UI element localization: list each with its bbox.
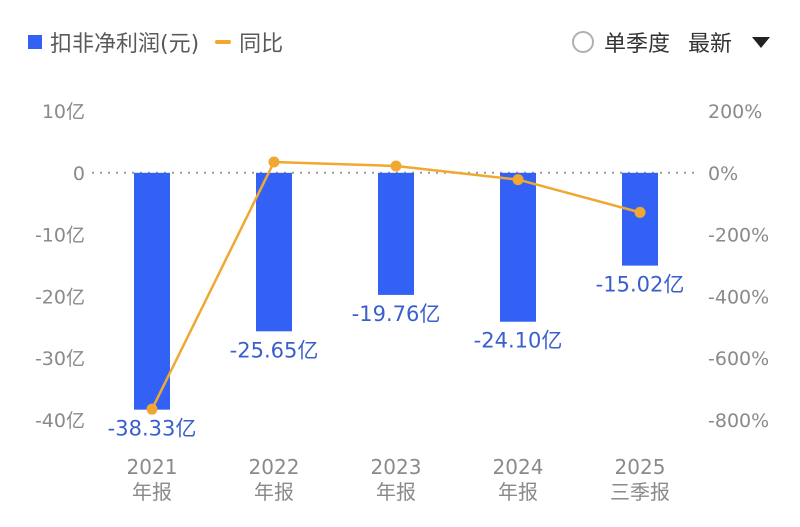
right-axis-tick-label: -200%	[708, 225, 769, 247]
category-year-label: 2021	[127, 455, 178, 479]
quarter-toggle-label: 单季度	[603, 32, 670, 57]
yoy-point	[512, 174, 524, 186]
bar	[622, 172, 658, 266]
bar	[378, 172, 414, 295]
bar-value-label: -15.02亿	[596, 273, 685, 297]
chart-controls: 单季度 最新	[571, 24, 770, 60]
legend-profit-label: 扣非净利润(元)	[50, 32, 200, 57]
bar-swatch-icon	[28, 35, 42, 49]
right-axis-tick-label: 200%	[708, 101, 762, 123]
category-period-label: 三季报	[610, 480, 670, 504]
category-year-label: 2023	[371, 455, 422, 479]
legend-item-profit[interactable]: 扣非净利润(元)	[28, 26, 199, 58]
bar-value-label: -38.33亿	[108, 417, 197, 441]
category-period-label: 年报	[254, 480, 294, 504]
category-year-label: 2022	[249, 455, 300, 479]
left-axis-tick-label: -20亿	[35, 286, 85, 308]
yoy-point	[146, 403, 158, 415]
bar	[134, 172, 170, 410]
right-axis-tick-label: -800%	[708, 410, 769, 432]
right-axis-tick-label: 0%	[708, 163, 738, 185]
right-axis-tick-label: -600%	[708, 348, 769, 370]
yoy-point	[268, 156, 280, 168]
bar	[256, 172, 292, 332]
line-swatch-icon	[215, 40, 232, 44]
radio-icon[interactable]	[571, 31, 594, 53]
caret-down-icon	[752, 36, 770, 48]
left-axis-tick-label: 0	[73, 163, 85, 185]
category-period-label: 年报	[132, 480, 172, 504]
bar-value-label: -19.76亿	[352, 302, 441, 326]
right-axis-tick-label: -400%	[708, 286, 769, 308]
category-year-label: 2025	[615, 455, 666, 479]
legend-yoy-label: 同比	[239, 32, 284, 57]
bar-value-label: -24.10亿	[474, 329, 563, 353]
yoy-point	[390, 160, 402, 172]
latest-dropdown[interactable]: 最新	[688, 26, 770, 58]
quarter-toggle[interactable]: 单季度	[571, 26, 670, 58]
left-axis-tick-label: -30亿	[35, 348, 85, 370]
bar	[500, 172, 536, 322]
legend: 扣非净利润(元) 同比	[28, 24, 283, 60]
yoy-point	[634, 206, 646, 218]
bar-value-label: -25.65亿	[230, 338, 319, 362]
latest-dropdown-label: 最新	[687, 32, 732, 57]
left-axis-tick-label: -10亿	[35, 225, 85, 247]
legend-item-yoy[interactable]: 同比	[215, 26, 283, 58]
category-year-label: 2024	[493, 455, 544, 479]
left-axis-tick-label: 10亿	[42, 101, 85, 123]
category-period-label: 年报	[498, 480, 538, 504]
category-period-label: 年报	[376, 480, 416, 504]
left-axis-tick-label: -40亿	[35, 410, 85, 432]
